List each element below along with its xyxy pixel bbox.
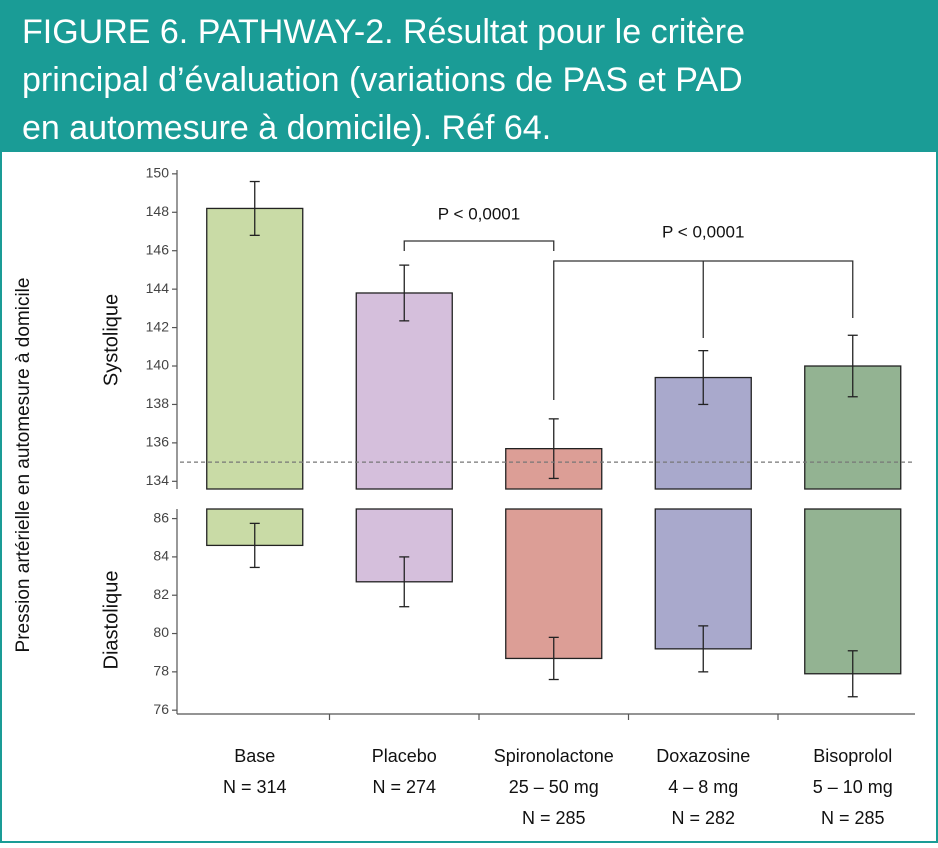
x-tick-label: 5 – 10 mg — [813, 777, 893, 797]
y-tick-label: 136 — [146, 434, 170, 450]
bar — [355, 292, 453, 490]
title-line: FIGURE 6. PATHWAY-2. Résultat pour le cr… — [22, 13, 745, 51]
bar — [206, 207, 304, 490]
y-tick-label: 150 — [146, 165, 170, 181]
x-tick-label: Spironolactone — [494, 746, 614, 766]
x-tick-label: N = 285 — [522, 808, 586, 828]
x-tick-label: N = 285 — [821, 808, 885, 828]
x-tick-label: N = 282 — [671, 808, 735, 828]
panel-label: Diastolique — [100, 571, 122, 670]
x-tick-label: Bisoprolol — [813, 746, 892, 766]
title-line: principal d’évaluation (variations de PA… — [22, 61, 743, 99]
title-line: en automesure à domicile). Réf 64. — [22, 109, 551, 147]
y-tick-label: 76 — [153, 701, 169, 717]
y-tick-label: 144 — [146, 280, 170, 296]
y-tick-label: 80 — [153, 624, 169, 640]
y-tick-label: 78 — [153, 663, 169, 679]
x-tick-label: N = 274 — [372, 777, 436, 797]
y-tick-label: 138 — [146, 395, 170, 411]
y-tick-label: 140 — [146, 357, 170, 373]
y-tick-label: 134 — [146, 472, 170, 488]
header-band — [0, 0, 938, 152]
y-axis-label: Pression artérielle en automesure à domi… — [13, 278, 34, 653]
x-tick-label: Base — [234, 746, 275, 766]
bar — [804, 508, 902, 675]
bar — [505, 508, 603, 660]
bracket — [403, 240, 555, 251]
x-tick-label: Placebo — [372, 746, 437, 766]
header-title: FIGURE 6. PATHWAY-2. Résultat pour le cr… — [22, 13, 745, 147]
annotation: P < 0,0001 — [438, 204, 520, 223]
x-tick-label: Doxazosine — [656, 746, 750, 766]
x-tick-label: 25 – 50 mg — [509, 777, 599, 797]
annotation: P < 0,0001 — [662, 222, 744, 241]
bracket — [553, 260, 854, 400]
y-tick-label: 82 — [153, 586, 169, 602]
y-tick-label: 146 — [146, 241, 170, 257]
y-tick-label: 86 — [153, 509, 169, 525]
x-tick-label: N = 314 — [223, 777, 287, 797]
y-tick-label: 148 — [146, 203, 170, 219]
panel-label: Systolique — [100, 294, 122, 386]
y-tick-label: 142 — [146, 318, 170, 334]
y-tick-label: 84 — [153, 548, 169, 564]
x-tick-label: 4 – 8 mg — [668, 777, 738, 797]
